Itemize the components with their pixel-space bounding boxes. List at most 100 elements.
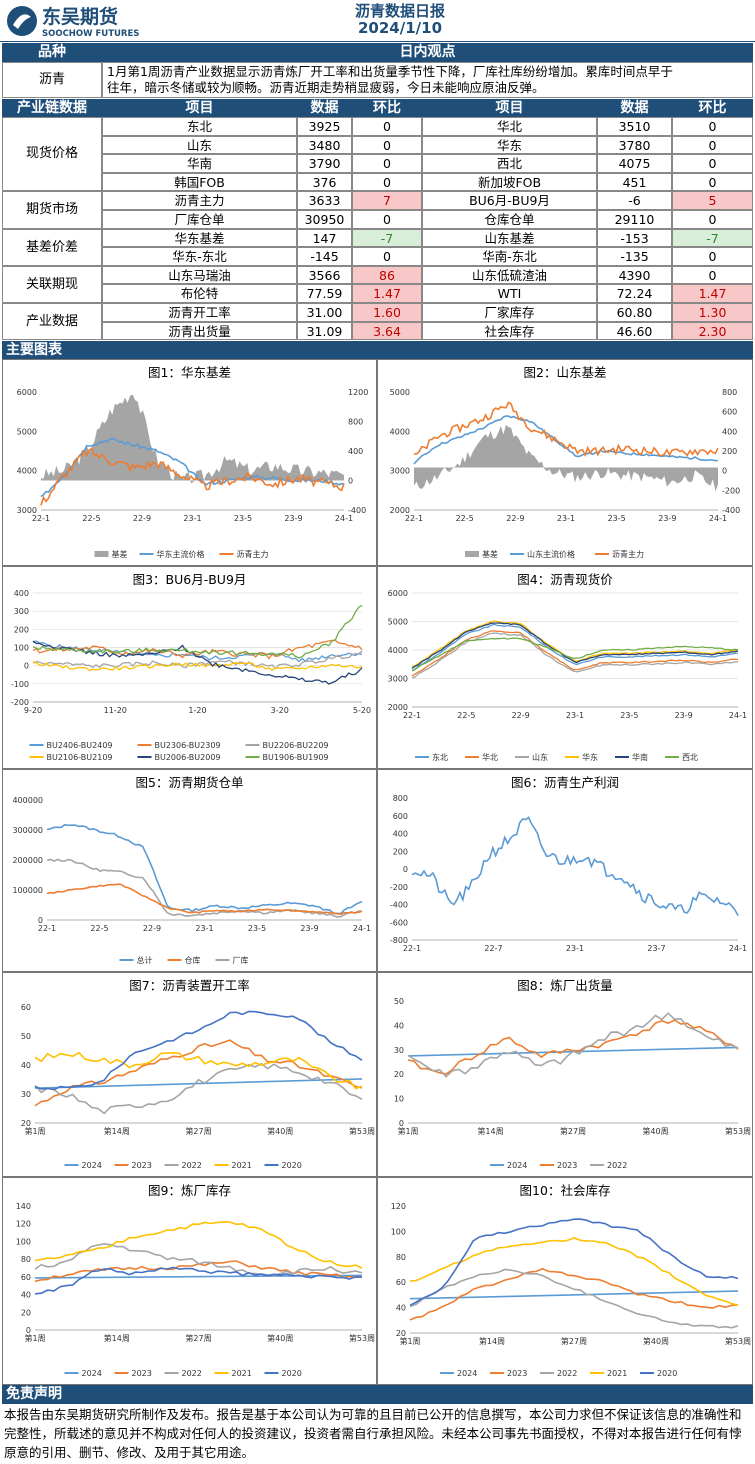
table-cell: 沥青出货量 <box>102 321 297 341</box>
y-tick-label: 6000 <box>388 589 408 598</box>
y2-tick-label: 0 <box>722 467 727 476</box>
table-col-header: 环比 <box>698 100 727 116</box>
x-tick-label: 第53周 <box>349 1333 375 1343</box>
x-tick-label: 23-1 <box>183 514 201 523</box>
x-tick-label: 第14周 <box>104 1126 130 1136</box>
table-col-header: 环比 <box>373 100 401 116</box>
svg-text:SOOCHOW FUTURES: SOOCHOW FUTURES <box>42 29 139 39</box>
table-cell: -6 <box>597 191 672 210</box>
x-tick-label: 22-1 <box>403 944 421 953</box>
table-cell: 0 <box>672 154 753 173</box>
table-header-row: 产业链数据 项目 数据 环比 项目 数据 环比 <box>2 99 753 117</box>
table-cell: 山东基差 <box>422 228 597 248</box>
y-tick-label: -800 <box>390 936 408 945</box>
series-line-3 <box>46 883 363 916</box>
x-tick-label: 第14周 <box>104 1333 130 1343</box>
y-tick-label: -200 <box>390 883 408 892</box>
series-line-2 <box>32 639 363 660</box>
table-cell: 0 <box>352 117 422 136</box>
y-tick-label: 140 <box>16 1202 31 1211</box>
table-col-header: 数据 <box>620 100 649 116</box>
series-line-6 <box>411 637 739 672</box>
table-cell: 东北 <box>102 117 297 136</box>
table-col-header: 项目 <box>495 100 524 116</box>
group-label: 产业数据 <box>2 303 102 341</box>
legend-label: 华东 <box>582 752 598 762</box>
chart-title: 图2：山东基差 <box>523 365 607 380</box>
table-cell: 华东-东北 <box>102 247 297 266</box>
x-tick-label: 22-1 <box>403 711 421 720</box>
x-tick-label: 22-9 <box>133 514 151 523</box>
table-cell: 华东基差 <box>102 228 297 248</box>
y2-tick-label: -200 <box>722 486 740 495</box>
y-tick-label: 40 <box>21 1061 31 1070</box>
series-line-5 <box>34 1010 363 1091</box>
table-cell: 仓库仓单 <box>422 210 597 229</box>
x-tick-label: 22-1 <box>32 514 50 523</box>
y2-tick-label: 800 <box>348 418 363 427</box>
legend-label: 仓库 <box>185 955 201 965</box>
series-line-5 <box>32 640 363 685</box>
chart-svg: 50004000300020008006004002000-200-40022-… <box>390 388 741 559</box>
table-cell: 2.30 <box>672 321 753 341</box>
legend-label: 2023 <box>557 1161 577 1170</box>
y-tick-label: 40 <box>394 1021 404 1030</box>
chart-panel-1: 图1：华东基差 6000 5000 4000 3000 1200 800 400 0 -400 22… <box>2 359 377 566</box>
report-header: 东吴期货 SOOCHOW FUTURES 沥青数据日报 2024/1/10 <box>0 0 755 42</box>
y-tick-label: 120 <box>391 1202 406 1211</box>
y-tick-label: 0 <box>24 662 29 671</box>
chart-panel-7: 图7：沥青装置开工率 60 50 40 30 20 第1周 第14周 第27周 第40周 第53周 2… <box>2 972 377 1177</box>
x-tick-label: 第1周 <box>397 1126 418 1136</box>
x-tick-label: 22-5 <box>457 711 475 720</box>
y-tick-label: 6000 <box>17 388 37 397</box>
table-cell: 4390 <box>597 265 672 285</box>
table-cell: 山东马瑞油 <box>102 265 297 285</box>
group-label: 关联期现 <box>2 265 102 303</box>
legend-label: BU2106-BU2109 <box>47 753 113 762</box>
x-tick-label: 第1周 <box>24 1126 45 1136</box>
table-cell: 华南-东北 <box>422 247 597 266</box>
legend-label: 2020 <box>282 1161 302 1170</box>
legend-label: 2021 <box>232 1161 252 1170</box>
x-tick-label: 24-1 <box>729 711 747 720</box>
table-cell: 沥青开工率 <box>102 303 297 322</box>
table-cell: 社会库存 <box>422 321 597 341</box>
group-label: 基差价差 <box>2 228 102 266</box>
y-tick-label: 30 <box>21 1090 31 1099</box>
x-tick-label: 23-9 <box>658 514 676 523</box>
y-tick-label: 400 <box>14 589 29 598</box>
view-header-bar: 品种 日内观点 <box>2 43 753 62</box>
legend-label: BU2306-BU2309 <box>155 741 221 750</box>
y-tick-label: 800 <box>393 794 408 803</box>
table-cell: 0 <box>672 210 753 229</box>
table-cell: 46.60 <box>597 321 672 341</box>
legend-label: 2023 <box>507 1369 527 1378</box>
table-cell: 31.00 <box>297 303 352 322</box>
y-tick-label: 80 <box>21 1255 31 1264</box>
series-line-1 <box>411 816 739 916</box>
series-line-4 <box>34 1051 363 1090</box>
table-cell: 147 <box>297 228 352 248</box>
table-cell: 3.64 <box>352 321 422 341</box>
disclaimer-text: 本报告由东吴期货研究所制作及发布。报告是基于本公司认为可靠的且目前已公开的信息撰… <box>4 1407 742 1460</box>
legend-label: 2020 <box>282 1369 302 1378</box>
table-cell: 376 <box>297 172 352 192</box>
legend-label: 2022 <box>557 1369 577 1378</box>
y2-tick-label: -400 <box>348 506 366 515</box>
y-tick-label: 100 <box>14 644 29 653</box>
legend-label: 山东 <box>532 752 548 762</box>
group-label: 期货市场 <box>2 191 102 229</box>
x-tick-label: 23-9 <box>675 711 693 720</box>
x-tick-label: 23-5 <box>620 711 638 720</box>
x-tick-label: 第40周 <box>267 1126 293 1136</box>
chart-panel-9: 图9：炼厂库存 140 120 100 80 60 40 20 0 第1周 第14周 第27周 第40周… <box>2 1177 377 1385</box>
table-cell: 韩国FOB <box>102 172 297 192</box>
legend-swatch <box>94 551 109 557</box>
svg-text:东吴期货: 东吴期货 <box>42 5 118 28</box>
legend-swatch <box>465 551 479 557</box>
table-cell: 厂库仓单 <box>102 210 297 229</box>
y-tick-label: 400000 <box>12 796 43 805</box>
table-cell: -145 <box>297 247 352 266</box>
y2-tick-label: 400 <box>722 427 737 436</box>
x-tick-label: 24-1 <box>709 514 727 523</box>
